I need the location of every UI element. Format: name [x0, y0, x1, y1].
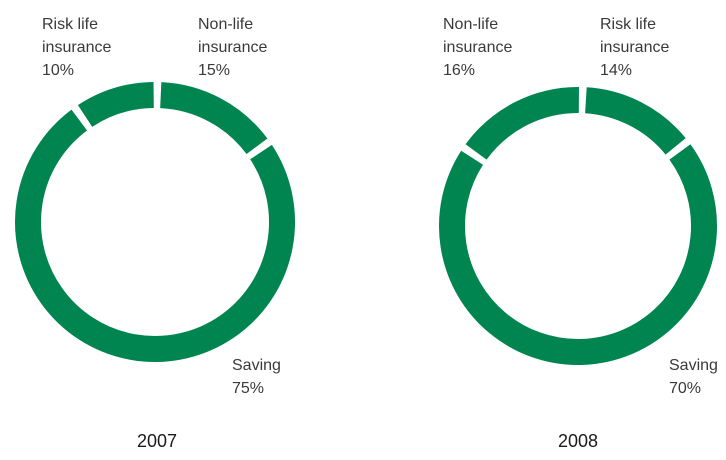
donut-slice-2007-3	[77, 82, 155, 128]
slice-label-line: Risk life	[600, 16, 656, 33]
slice-value-label: 70%	[669, 380, 701, 397]
slice-label-line: insurance	[600, 39, 669, 56]
slice-label-saving-2008: Saving 70%	[669, 357, 718, 397]
slice-label-saving-2007: Saving 75%	[232, 357, 281, 397]
slice-label-non-life-2007: Non-life insurance 15%	[198, 16, 267, 79]
slice-label-line: insurance	[42, 39, 111, 56]
slice-label-line: insurance	[198, 39, 267, 56]
donut-slice-2008-2	[439, 144, 717, 365]
slice-value-label: 10%	[42, 62, 74, 79]
chart-title-2007: 2007	[137, 431, 177, 451]
slice-label-line: Saving	[232, 357, 281, 374]
slice-value-label: 16%	[443, 62, 475, 79]
slice-value-label: 14%	[600, 62, 632, 79]
donut-slice-2007-2	[15, 109, 295, 362]
donut-chart-2007: Non-life insurance 15% Saving 75% Risk l…	[15, 16, 295, 451]
donut-slice-2008-3	[465, 86, 580, 160]
chart-title-2008: 2008	[558, 431, 598, 451]
slice-label-line: Non-life	[198, 16, 253, 33]
slice-label-risk-life-2008: Risk life insurance 14%	[600, 16, 669, 79]
slice-label-line: Risk life	[42, 16, 98, 33]
slice-label-non-life-2008: Non-life insurance 16%	[443, 16, 512, 79]
slice-label-line: Saving	[669, 357, 718, 374]
donut-slice-2008-1	[584, 87, 686, 155]
slice-label-line: insurance	[443, 39, 512, 56]
slice-value-label: 15%	[198, 62, 230, 79]
slice-label-risk-life-2007: Risk life insurance 10%	[42, 16, 111, 79]
donut-chart-2008: Risk life insurance 14% Saving 70% Non-l…	[439, 16, 718, 451]
donut-slice-2007-1	[159, 82, 268, 155]
slice-label-line: Non-life	[443, 16, 498, 33]
slice-value-label: 75%	[232, 380, 264, 397]
